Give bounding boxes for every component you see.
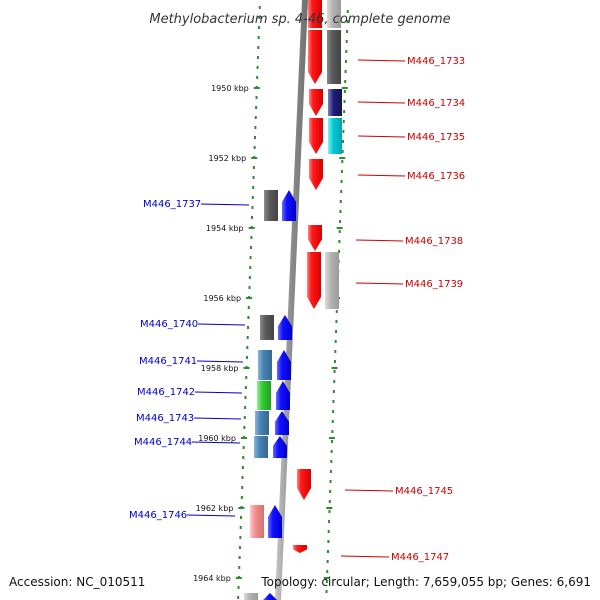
- forward-gene-arrow[interactable]: [309, 89, 323, 116]
- tick-label: 1952 kbp: [209, 154, 247, 163]
- gene-m446-1735[interactable]: [309, 118, 323, 154]
- gene-m446-1738[interactable]: [308, 225, 322, 251]
- gene-arrows: [244, 0, 341, 600]
- cog-block: [255, 411, 269, 435]
- reverse-gene-arrow[interactable]: [275, 411, 289, 435]
- gene-label[interactable]: M446_1746: [129, 510, 187, 521]
- gene-label[interactable]: M446_1737: [143, 199, 201, 210]
- forward-gene-arrow[interactable]: [308, 225, 322, 251]
- gene-labels: M446_1733 M446_1734 M446_1735 M446_1736 M446…: [129, 56, 465, 563]
- cog-block: [264, 190, 278, 221]
- reverse-gene-arrow[interactable]: [278, 315, 292, 340]
- genome-backbone: [275, 0, 308, 600]
- gene-label[interactable]: M446_1735: [407, 132, 465, 143]
- forward-gene-arrow[interactable]: [293, 545, 307, 553]
- genome-info-text: Topology: circular; Length: 7,659,055 bp…: [260, 575, 591, 589]
- tick-label: 1964 kbp: [193, 574, 231, 583]
- gene-m446-1737[interactable]: [282, 190, 296, 221]
- partial-gene-top: [308, 0, 341, 28]
- cog-category-blocks: [250, 30, 342, 538]
- gene-m446-1747[interactable]: [293, 545, 307, 553]
- gene-label[interactable]: M446_1740: [140, 319, 198, 330]
- accession-text: Accession: NC_010511: [9, 575, 145, 589]
- gene-label[interactable]: M446_1739: [405, 279, 463, 290]
- forward-gene-arrow[interactable]: [307, 252, 321, 309]
- forward-gene-arrow[interactable]: [309, 159, 323, 190]
- cog-block: [258, 350, 272, 380]
- reverse-gene-arrow[interactable]: [273, 436, 287, 458]
- cog-block: [328, 89, 342, 116]
- gene-label[interactable]: M446_1741: [139, 356, 197, 367]
- reverse-gene-arrow[interactable]: [277, 350, 291, 380]
- cog-block: [250, 505, 264, 538]
- tick-label: 1954 kbp: [206, 224, 244, 233]
- scale-ticks: 1950 kbp 1952 kbp 1954 kbp 1956 kbp 1958 kbp…: [193, 84, 348, 583]
- gene-label[interactable]: M446_1738: [405, 236, 463, 247]
- forward-gene-arrow[interactable]: [297, 469, 311, 500]
- cog-block: [327, 30, 341, 84]
- gene-m446-1736[interactable]: [309, 159, 323, 190]
- gene-label[interactable]: M446_1736: [407, 171, 465, 182]
- reverse-gene-arrow[interactable]: [268, 505, 282, 538]
- gene-label[interactable]: M446_1747: [391, 552, 449, 563]
- cog-block: [260, 315, 274, 340]
- gene-m446-1739[interactable]: [307, 252, 321, 309]
- partial-gene-bottom: [244, 593, 277, 600]
- reverse-gene-arrow[interactable]: [282, 190, 296, 221]
- reverse-gene-arrow[interactable]: [276, 381, 290, 410]
- gene-m446-1746[interactable]: [268, 505, 282, 538]
- gene-label[interactable]: M446_1733: [407, 56, 465, 67]
- gene-label[interactable]: M446_1744: [134, 437, 192, 448]
- cog-block: [328, 118, 342, 154]
- gene-label[interactable]: M446_1734: [407, 98, 465, 109]
- tick-label: 1950 kbp: [211, 84, 249, 93]
- tick-label: 1960 kbp: [198, 434, 236, 443]
- tick-label: 1958 kbp: [201, 364, 239, 373]
- tick-label: 1956 kbp: [203, 294, 241, 303]
- tick-label: 1962 kbp: [196, 504, 234, 513]
- gene-m446-1742[interactable]: [276, 381, 290, 410]
- gene-label[interactable]: M446_1742: [137, 387, 195, 398]
- gene-label[interactable]: M446_1743: [136, 413, 194, 424]
- gene-label[interactable]: M446_1745: [395, 486, 453, 497]
- scale-dots: [237, 6, 349, 599]
- gene-m446-1745[interactable]: [297, 469, 311, 500]
- gene-m446-1734[interactable]: [309, 89, 323, 116]
- gene-m446-1741[interactable]: [277, 350, 291, 380]
- cog-block: [254, 436, 268, 458]
- genome-title: Methylobacterium sp. 4-46, complete geno…: [149, 12, 450, 27]
- forward-gene-arrow[interactable]: [308, 30, 322, 84]
- gene-m446-1740[interactable]: [278, 315, 292, 340]
- gene-m446-1733[interactable]: [308, 30, 322, 84]
- cog-block: [325, 252, 339, 309]
- gene-m446-1744[interactable]: [273, 436, 287, 458]
- gene-m446-1743[interactable]: [275, 411, 289, 435]
- cog-block: [257, 381, 271, 410]
- forward-gene-arrow[interactable]: [309, 118, 323, 154]
